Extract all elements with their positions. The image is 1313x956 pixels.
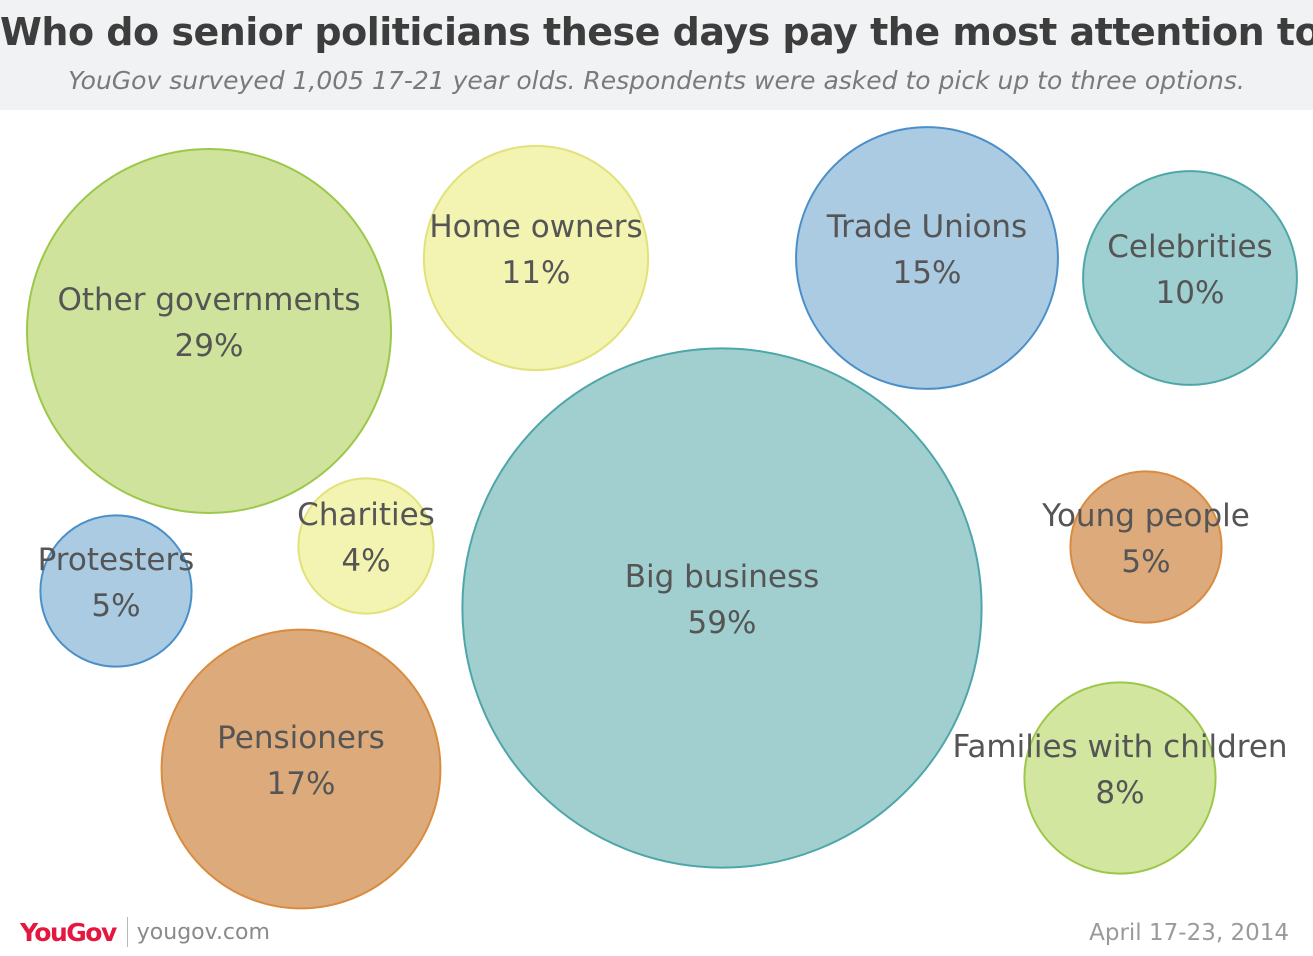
yougov-logo: YouGov (20, 917, 117, 947)
bubble-families-with-children (1023, 681, 1217, 875)
bubble-label-celebrities: Celebrities (1107, 229, 1272, 265)
survey-date: April 17-23, 2014 (1089, 920, 1289, 946)
bubble-label-families-with-children: Families with children (952, 729, 1287, 765)
bubble-value-big-business: 59% (688, 605, 757, 641)
bubble-label-big-business: Big business (625, 559, 820, 595)
bubble-charities (297, 477, 435, 615)
bubble-value-young-people: 5% (1121, 544, 1170, 580)
footer-divider (126, 917, 128, 947)
bubble-trade-unions (795, 126, 1059, 390)
bubble-celebrities (1082, 170, 1298, 386)
bubble-home-owners (422, 144, 650, 372)
chart-title: Who do senior politicians these days pay… (0, 10, 1313, 54)
bubble-value-charities: 4% (341, 543, 390, 579)
bubble-value-families-with-children: 8% (1095, 775, 1144, 811)
bubble-label-other-governments: Other governments (57, 282, 360, 318)
bubble-label-trade-unions: Trade Unions (826, 209, 1027, 245)
bubble-other-governments (26, 148, 392, 514)
bubble-value-protesters: 5% (91, 588, 140, 624)
bubble-label-home-owners: Home owners (429, 209, 642, 245)
bubble-value-pensioners: 17% (267, 766, 336, 802)
chart-header: Who do senior politicians these days pay… (0, 0, 1313, 110)
site-link[interactable]: yougov.com (136, 919, 270, 945)
bubble-label-protesters: Protesters (38, 542, 195, 578)
chart-subtitle: YouGov surveyed 1,005 17-21 year olds. R… (68, 66, 1245, 95)
bubble-value-celebrities: 10% (1156, 275, 1225, 311)
bubble-pensioners (160, 628, 442, 910)
bubble-label-pensioners: Pensioners (217, 720, 385, 756)
bubble-value-other-governments: 29% (175, 328, 244, 364)
bubble-value-trade-unions: 15% (893, 255, 962, 291)
bubble-young-people (1069, 470, 1223, 624)
bubble-label-young-people: Young people (1041, 498, 1250, 534)
bubble-value-home-owners: 11% (502, 255, 571, 291)
footer-brand: YouGov yougov.com (20, 912, 270, 952)
bubble-label-charities: Charities (297, 497, 435, 533)
bubble-big-business (461, 347, 983, 869)
bubble-protesters (39, 514, 193, 668)
